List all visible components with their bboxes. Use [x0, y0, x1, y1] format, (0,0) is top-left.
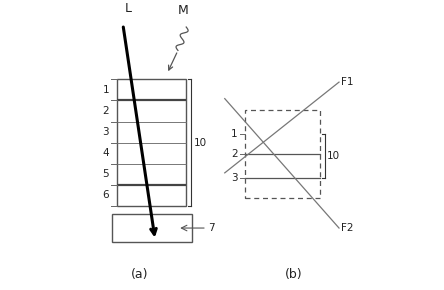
Bar	[246, 110, 320, 198]
Text: F2: F2	[341, 223, 354, 233]
Text: M: M	[178, 4, 189, 17]
Text: 3: 3	[103, 127, 109, 137]
Text: 7: 7	[208, 223, 215, 233]
Text: L: L	[125, 2, 132, 15]
Text: 5: 5	[103, 169, 109, 179]
Text: 3: 3	[231, 173, 238, 183]
Text: 10: 10	[194, 138, 206, 148]
Text: 2: 2	[231, 149, 238, 159]
Text: 10: 10	[327, 151, 340, 161]
Text: 1: 1	[103, 85, 109, 95]
Text: F1: F1	[341, 77, 354, 87]
Text: (b): (b)	[285, 268, 302, 281]
Text: 6: 6	[103, 191, 109, 200]
Bar	[117, 79, 186, 206]
Text: 1: 1	[231, 129, 238, 139]
Bar	[112, 214, 192, 242]
Text: (a): (a)	[131, 268, 148, 281]
Text: 4: 4	[103, 148, 109, 158]
Text: 2: 2	[103, 106, 109, 116]
